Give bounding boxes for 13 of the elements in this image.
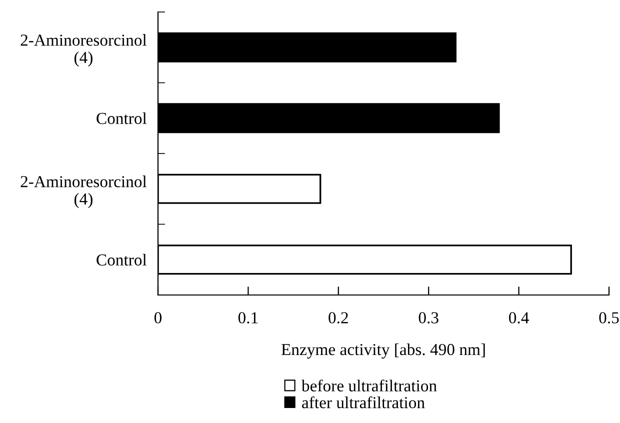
y-tick-label: Control <box>96 112 147 124</box>
x-tick-label: 0.4 <box>509 312 529 324</box>
y-tick-label: 2-Aminoresorcinol (4) <box>20 34 147 67</box>
x-tick-label: 0.1 <box>238 312 258 324</box>
x-tick-label: 0.3 <box>418 312 438 324</box>
x-tick-label: 0.2 <box>328 312 348 324</box>
x-axis-title: Enzyme activity [abs. 490 nm] <box>281 343 485 359</box>
y-tick-label: 2-Aminoresorcinol (4) <box>20 176 147 208</box>
x-tick-label: 0.5 <box>599 312 619 324</box>
legend-label: after ultrafiltration <box>302 396 425 408</box>
x-tick-label: 0 <box>154 312 162 324</box>
legend-label: before ultrafiltration <box>301 380 437 392</box>
y-tick-label: Control <box>96 254 147 266</box>
